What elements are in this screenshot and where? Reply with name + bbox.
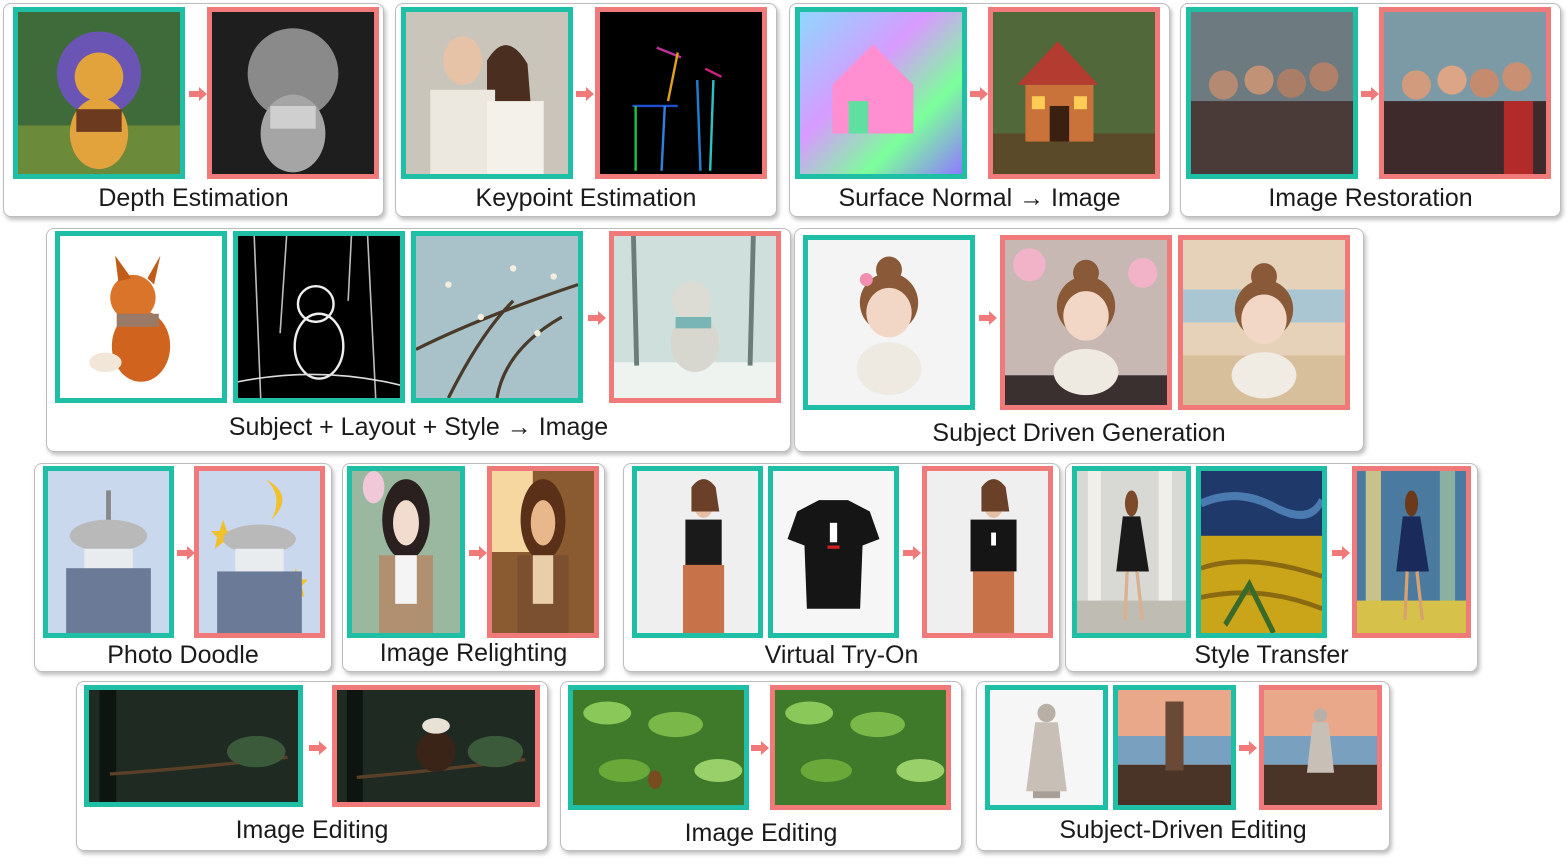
- arrow-icon: [1361, 87, 1379, 101]
- input-image-woman-dress: [1072, 466, 1191, 638]
- caption: Subject-Driven Editing: [1059, 816, 1307, 844]
- input-image-coast-pillar: [1113, 685, 1236, 810]
- caption: Surface Normal → Image: [838, 184, 1121, 212]
- arrow-icon: [903, 546, 921, 560]
- output-image-doll-beach: [1178, 235, 1350, 410]
- panel-style-transfer: Style Transfer: [1065, 463, 1478, 672]
- panel-subject-driven-editing: Subject-Driven Editing: [976, 681, 1390, 851]
- panel-image-restoration: Image Restoration: [1180, 3, 1561, 217]
- output-image-eagle: [332, 685, 540, 807]
- input-image-edge-map: [233, 231, 405, 403]
- panel-image-editing-monkey: Image Editing: [560, 681, 962, 851]
- input-image-monkey-leaves: [568, 685, 749, 810]
- panel-subject-layout-style: Subject + Layout + Style → Image: [46, 228, 791, 452]
- arrow-icon: [189, 87, 207, 101]
- input-image-normal-map: [795, 7, 967, 179]
- input-image-lion: [13, 7, 185, 179]
- input-image-girl: [347, 466, 465, 638]
- arrow-icon: [177, 546, 195, 560]
- output-image-girl-relit: [487, 466, 599, 638]
- input-image-fox: [55, 231, 227, 403]
- caption: Keypoint Estimation: [475, 184, 697, 212]
- output-image-gingerbread-house: [988, 7, 1160, 179]
- output-image-restored-group: [1379, 7, 1551, 179]
- arrow-icon: [979, 311, 997, 325]
- caption: Image Editing: [235, 816, 389, 844]
- input-image-branch: [84, 685, 303, 807]
- arrow-icon: [469, 546, 487, 560]
- arrow-icon: [588, 311, 606, 325]
- output-image-doll-blossoms: [1000, 235, 1172, 410]
- input-image-statue: [985, 685, 1108, 810]
- arrow-icon: [970, 87, 988, 101]
- input-image-couple: [401, 7, 573, 179]
- panel-subject-driven-generation: Subject Driven Generation: [794, 228, 1364, 452]
- caption: Image Editing: [684, 819, 838, 847]
- input-image-tower: [43, 466, 174, 638]
- panel-virtual-try-on: Virtual Try-On: [623, 463, 1060, 672]
- caption: Photo Doodle: [107, 641, 259, 669]
- caption: Style Transfer: [1194, 641, 1349, 669]
- caption: Subject Driven Generation: [932, 419, 1226, 447]
- output-image-styled-fox: [609, 231, 781, 403]
- output-image-depth-map: [207, 7, 379, 179]
- panel-image-editing-eagle: Image Editing: [76, 681, 548, 851]
- arrow-icon: [576, 87, 594, 101]
- caption: Subject + Layout + Style → Image: [228, 413, 609, 441]
- input-image-blurry-group: [1186, 7, 1358, 179]
- output-image-styled-woman: [1352, 466, 1471, 638]
- caption: Depth Estimation: [98, 184, 289, 212]
- caption: Image Relighting: [379, 639, 568, 667]
- output-image-tower-doodle: [194, 466, 325, 638]
- arrow-icon: [1332, 546, 1350, 560]
- input-image-doll: [803, 235, 975, 410]
- input-image-tshirt: [768, 466, 899, 638]
- output-image-statue-coast: [1259, 685, 1382, 810]
- arrow-icon: [751, 741, 769, 755]
- caption: Image Restoration: [1268, 184, 1473, 212]
- caption: Virtual Try-On: [764, 641, 919, 669]
- input-image-style-blossom: [411, 231, 583, 403]
- panel-photo-doodle: Photo Doodle: [34, 463, 332, 672]
- panel-image-relighting: Image Relighting: [342, 463, 605, 672]
- panel-depth-estimation: Depth Estimation: [3, 3, 384, 217]
- arrow-icon: [309, 741, 327, 755]
- arrow-icon: [1239, 741, 1257, 755]
- input-image-wheatfield-painting: [1196, 466, 1327, 638]
- panel-surface-normal: Surface Normal → Image: [789, 3, 1170, 217]
- input-image-model: [632, 466, 763, 638]
- panel-keypoint-estimation: Keypoint Estimation: [395, 3, 777, 217]
- output-image-model-tshirt: [922, 466, 1053, 638]
- output-image-leaves: [770, 685, 951, 810]
- output-image-keypoints: [595, 7, 767, 179]
